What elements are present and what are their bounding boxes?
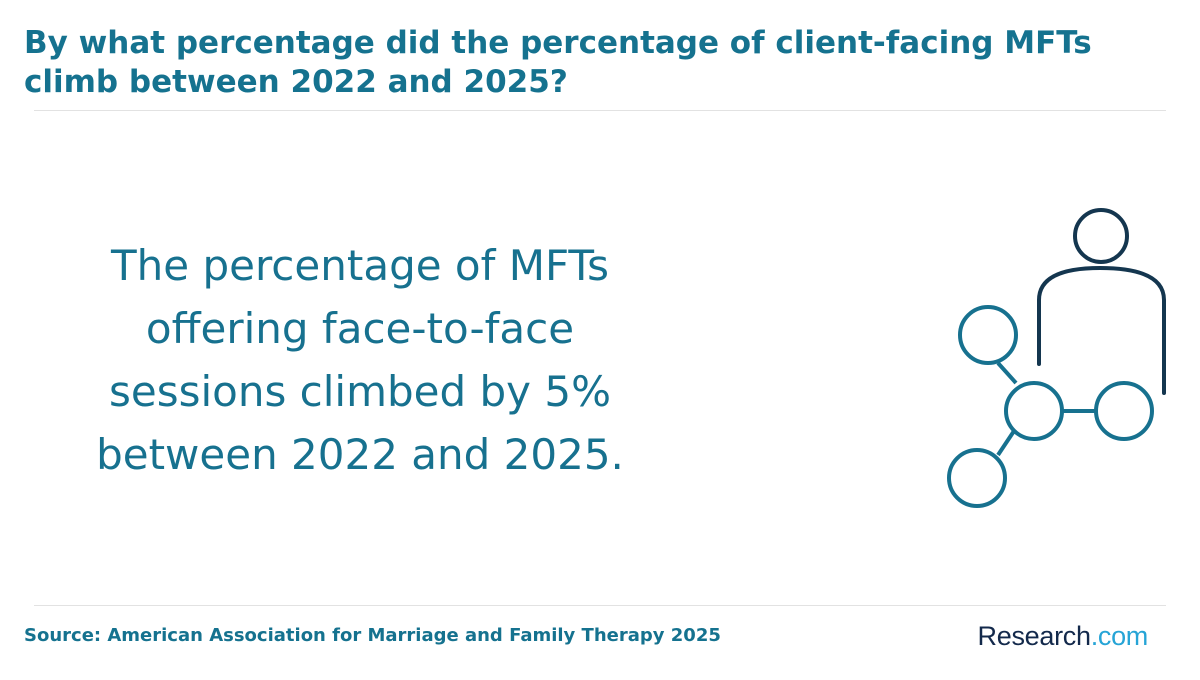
network-link-lower xyxy=(996,429,1016,457)
network-link-upper xyxy=(996,361,1018,385)
network-node-center xyxy=(1004,381,1064,441)
person-network-icon xyxy=(947,208,1166,508)
network-node-lower xyxy=(947,448,1007,508)
person-body-shape xyxy=(1037,265,1166,395)
logo-domain-suffix: .com xyxy=(1090,621,1149,651)
source-citation: Source: American Association for Marriag… xyxy=(24,625,721,646)
top-divider xyxy=(34,110,1166,111)
network-node-upper xyxy=(958,305,1018,365)
key-statement: The percentage of MFTs offering face-to-… xyxy=(96,241,624,479)
person-head-shape xyxy=(1073,208,1129,264)
research-com-logo[interactable]: Research.com xyxy=(977,620,1149,652)
logo-wordmark: Research xyxy=(977,621,1091,651)
page-title: By what percentage did the percentage of… xyxy=(24,25,1092,100)
network-node-right xyxy=(1094,381,1154,441)
bottom-divider xyxy=(34,605,1166,606)
